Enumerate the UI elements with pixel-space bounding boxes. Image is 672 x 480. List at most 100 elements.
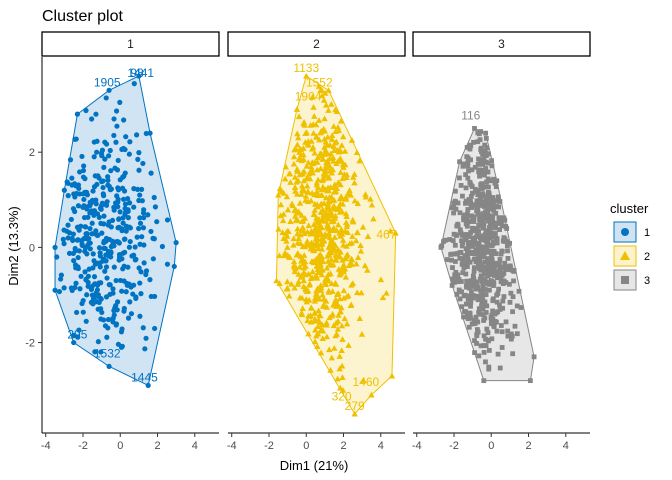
data-point (452, 259, 458, 264)
data-point (99, 179, 105, 185)
data-point (305, 330, 312, 337)
data-point (483, 136, 489, 141)
data-point (469, 184, 475, 189)
data-point (92, 261, 98, 267)
data-point (339, 133, 347, 140)
data-point (498, 274, 504, 280)
data-point (453, 251, 459, 257)
data-point (138, 291, 144, 297)
data-point (317, 349, 325, 356)
data-point (465, 207, 471, 212)
data-point (108, 168, 114, 174)
data-point (311, 326, 319, 333)
data-point (310, 258, 317, 265)
data-point (52, 244, 58, 250)
data-point (464, 216, 470, 222)
data-point (317, 209, 324, 215)
data-point (468, 198, 473, 204)
data-point (475, 319, 481, 325)
data-point (485, 239, 491, 245)
data-point (127, 200, 133, 206)
data-point (123, 289, 129, 295)
data-point (306, 241, 313, 248)
data-point (452, 279, 457, 285)
data-point (472, 125, 477, 131)
data-point (500, 281, 506, 287)
data-point (501, 215, 507, 221)
data-point (61, 187, 67, 193)
data-point (296, 199, 304, 206)
data-point (95, 173, 101, 179)
data-point (69, 287, 75, 294)
data-point (171, 263, 177, 270)
data-point (358, 331, 366, 337)
data-point (294, 225, 301, 232)
data-point (461, 293, 467, 299)
data-point (471, 256, 477, 262)
data-point (333, 331, 340, 337)
data-point (139, 198, 145, 204)
data-point (333, 291, 341, 298)
data-point (117, 209, 123, 215)
data-point (480, 283, 486, 289)
data-point (111, 116, 117, 122)
data-point (103, 252, 109, 258)
data-point (79, 300, 85, 307)
data-point (489, 213, 495, 219)
data-point (494, 328, 500, 334)
data-point (471, 239, 477, 245)
data-point (472, 237, 478, 242)
data-point (484, 279, 490, 285)
data-point (492, 260, 498, 266)
data-point (133, 294, 139, 300)
data-point (470, 280, 476, 285)
data-point (475, 327, 480, 332)
facet-strip-3 (412, 31, 591, 57)
data-point (485, 337, 491, 343)
data-point (73, 183, 79, 189)
data-point (84, 234, 90, 240)
data-point (388, 372, 396, 379)
data-point (340, 287, 348, 294)
data-point (474, 341, 479, 346)
data-point (147, 130, 153, 136)
data-point (466, 168, 471, 174)
data-point (489, 233, 494, 239)
data-point (338, 322, 346, 329)
data-point (327, 366, 334, 373)
data-point (483, 336, 488, 342)
data-point (474, 198, 480, 204)
data-point (475, 297, 481, 303)
data-point (290, 258, 298, 265)
data-point (469, 289, 474, 294)
data-point (483, 184, 488, 190)
data-point (273, 277, 280, 284)
y-tick-label: 2 (29, 147, 35, 159)
data-point (328, 249, 335, 256)
data-point (310, 103, 317, 110)
data-point (490, 308, 496, 314)
data-point (95, 306, 101, 312)
data-point (302, 271, 310, 278)
data-point (125, 264, 131, 270)
data-point (481, 350, 487, 355)
data-point (465, 175, 471, 181)
data-point (483, 166, 489, 171)
data-point (507, 299, 513, 305)
data-point (503, 319, 509, 325)
data-point (457, 250, 463, 256)
data-point (93, 290, 99, 296)
data-point (326, 314, 333, 321)
data-point (68, 216, 74, 223)
data-point (313, 332, 320, 339)
data-point (467, 259, 473, 265)
data-point (106, 363, 112, 369)
data-point (308, 305, 315, 311)
data-point (489, 265, 495, 271)
point-label: 467 (376, 228, 396, 242)
data-point (115, 204, 121, 210)
data-point (466, 285, 472, 291)
data-point (291, 173, 299, 180)
data-point (87, 199, 93, 205)
